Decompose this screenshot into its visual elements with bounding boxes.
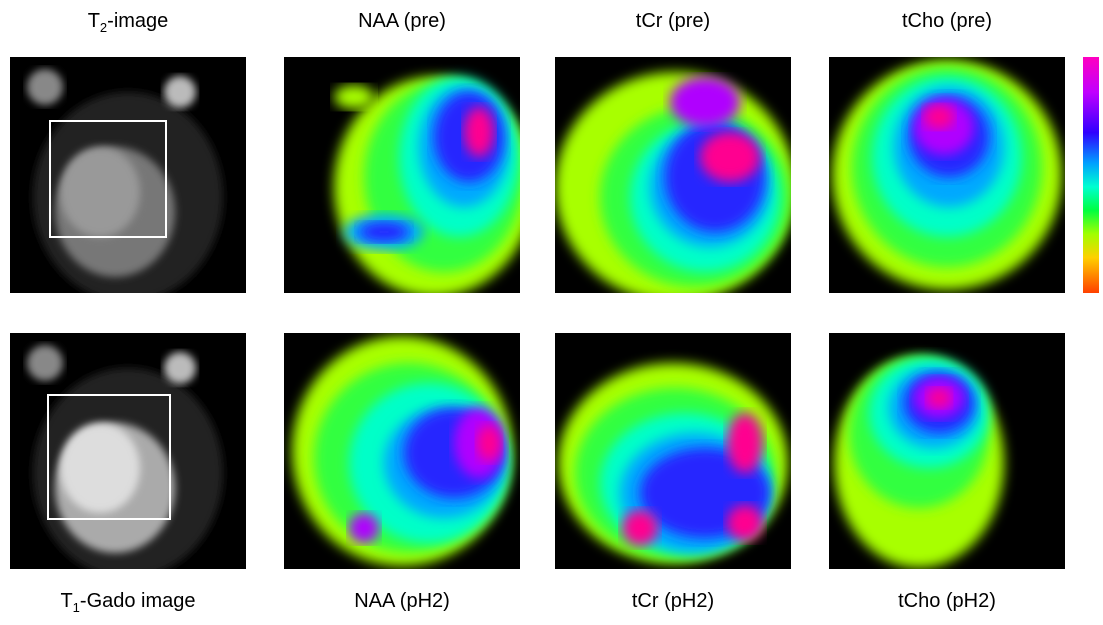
intensity-region	[359, 222, 409, 242]
metabolite-map	[555, 333, 791, 569]
panel-graphic	[558, 363, 788, 563]
brain-inner	[60, 423, 140, 513]
label-text: T	[87, 10, 100, 32]
panel-graphic	[334, 77, 520, 293]
panel-graphic	[27, 345, 223, 569]
panel-label: NAA (pre)	[282, 10, 522, 33]
roi-box	[47, 394, 171, 520]
intensity-region	[727, 505, 763, 541]
metabolite-map	[284, 333, 520, 569]
panel-graphic	[27, 69, 223, 293]
label-text: NAA (pre)	[358, 10, 446, 32]
panel-label: tCr (pH2)	[553, 590, 793, 613]
label-suffix: -Gado image	[79, 590, 196, 612]
intensity-region	[349, 513, 379, 543]
intensity-region	[477, 425, 501, 461]
eye	[27, 69, 63, 105]
color-bar	[1083, 57, 1099, 293]
metabolite-map	[829, 333, 1065, 569]
intensity-region	[622, 510, 658, 546]
panel-graphic	[292, 336, 512, 566]
panel-graphic	[832, 60, 1062, 290]
intensity-region	[924, 105, 954, 129]
eye	[27, 345, 63, 381]
mri-image	[10, 57, 246, 293]
label-text: tCho (pH2)	[898, 590, 996, 612]
intensity-region	[700, 132, 760, 182]
brain-inner	[60, 147, 140, 237]
panel-label: tCho (pH2)	[827, 590, 1067, 613]
label-text: tCr (pH2)	[631, 590, 715, 612]
roi-box	[49, 120, 167, 238]
metabolite-map	[829, 57, 1065, 293]
panel-graphic	[834, 358, 1004, 568]
metabolite-map	[555, 57, 791, 293]
mri-image	[10, 333, 246, 569]
label-text: NAA (pH2)	[354, 590, 450, 612]
intensity-region	[670, 77, 740, 127]
label-text: tCr (pre)	[635, 10, 711, 32]
metabolite-map	[284, 57, 520, 293]
intensity-region	[334, 85, 374, 109]
label-suffix: -image	[107, 10, 169, 32]
label-subscript: 1	[72, 600, 80, 615]
eye	[164, 352, 196, 384]
panel-label: T2-image	[8, 10, 248, 35]
panel-label: NAA (pH2)	[282, 590, 522, 613]
intensity-region	[927, 388, 951, 408]
eye	[164, 76, 196, 108]
label-subscript: 2	[99, 20, 108, 35]
panel-label: tCr (pre)	[553, 10, 793, 33]
panel-graphic	[555, 72, 791, 293]
label-text: T	[60, 590, 73, 612]
intensity-region	[727, 413, 763, 473]
label-text: tCho (pre)	[901, 10, 993, 32]
intensity-region	[464, 107, 494, 157]
panel-label: T1-Gado image	[8, 590, 248, 615]
panel-label: tCho (pre)	[827, 10, 1067, 33]
